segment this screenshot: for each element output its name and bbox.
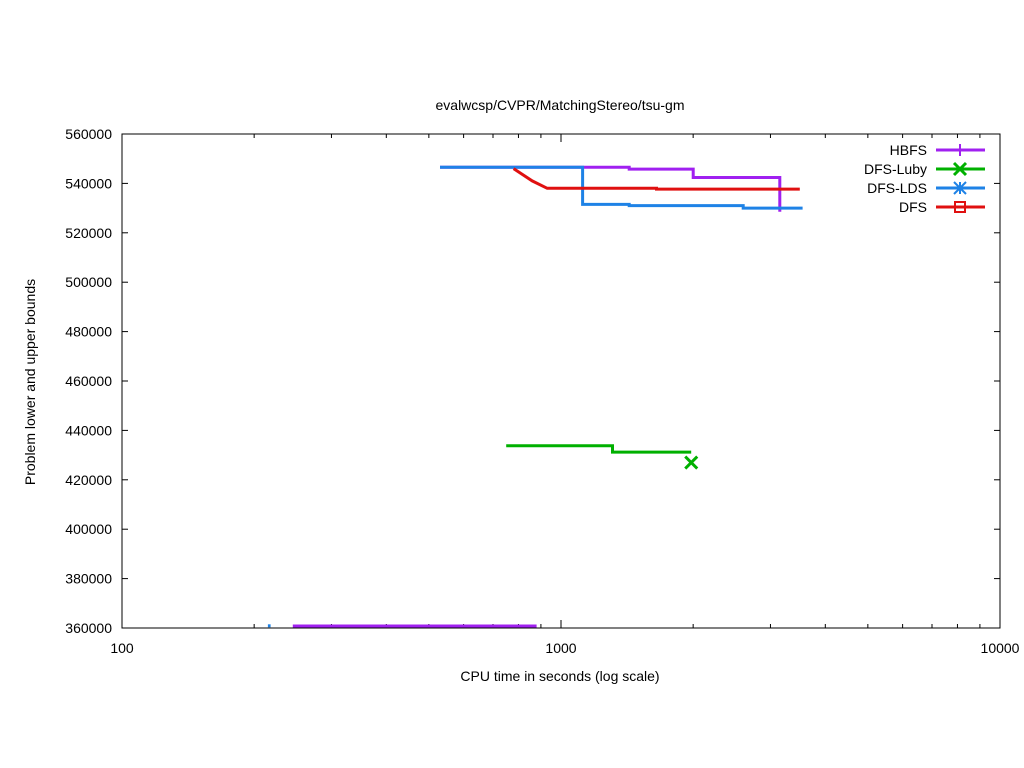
x-axis-label: CPU time in seconds (log scale): [460, 668, 659, 684]
series-dfs-luby: [506, 444, 699, 470]
legend-label: DFS: [899, 199, 927, 215]
series-line: [440, 165, 803, 210]
series-line: [506, 444, 692, 454]
series-hbfs: [292, 165, 782, 628]
legend-label: DFS-Luby: [864, 161, 927, 177]
y-tick-label: 500000: [65, 274, 112, 290]
chart-title: evalwcsp/CVPR/MatchingStereo/tsu-gm: [436, 97, 685, 113]
y-tick-label: 460000: [65, 373, 112, 389]
plot-frame: [121, 133, 1001, 629]
legend-marker: [953, 181, 967, 195]
y-tick-label: 380000: [65, 571, 112, 587]
y-axis: 360000 380000 400000 420000 440000 460000 4800…: [65, 126, 1000, 636]
x-tick-label: 1000: [545, 640, 576, 656]
legend: HBFS DFS-Luby DFS-LDS DFS: [864, 142, 985, 215]
legend-marker: [954, 201, 966, 213]
y-tick-label: 480000: [65, 324, 112, 340]
series-layer: [267, 165, 803, 628]
y-tick-label: 560000: [65, 126, 112, 142]
y-tick-label: 360000: [65, 620, 112, 636]
series-line: [440, 165, 782, 212]
y-tick-label: 520000: [65, 225, 112, 241]
y-tick-label: 400000: [65, 521, 112, 537]
y-tick-label: 420000: [65, 472, 112, 488]
legend-marker: [954, 144, 966, 156]
series-line: [512, 167, 800, 191]
legend-marker: [952, 161, 968, 177]
x-tick-label: 10000: [981, 640, 1020, 656]
x-axis: 100 1000 10000: [110, 134, 1020, 656]
legend-label: DFS-LDS: [867, 180, 927, 196]
data-point: [684, 455, 699, 470]
x-tick-label: 100: [110, 640, 134, 656]
y-tick-label: 440000: [65, 422, 112, 438]
y-axis-label: Problem lower and upper bounds: [22, 279, 38, 485]
legend-label: HBFS: [890, 142, 927, 158]
y-tick-label: 540000: [65, 175, 112, 191]
series-dfs-lds: [267, 165, 803, 628]
series-dfs: [512, 167, 800, 191]
